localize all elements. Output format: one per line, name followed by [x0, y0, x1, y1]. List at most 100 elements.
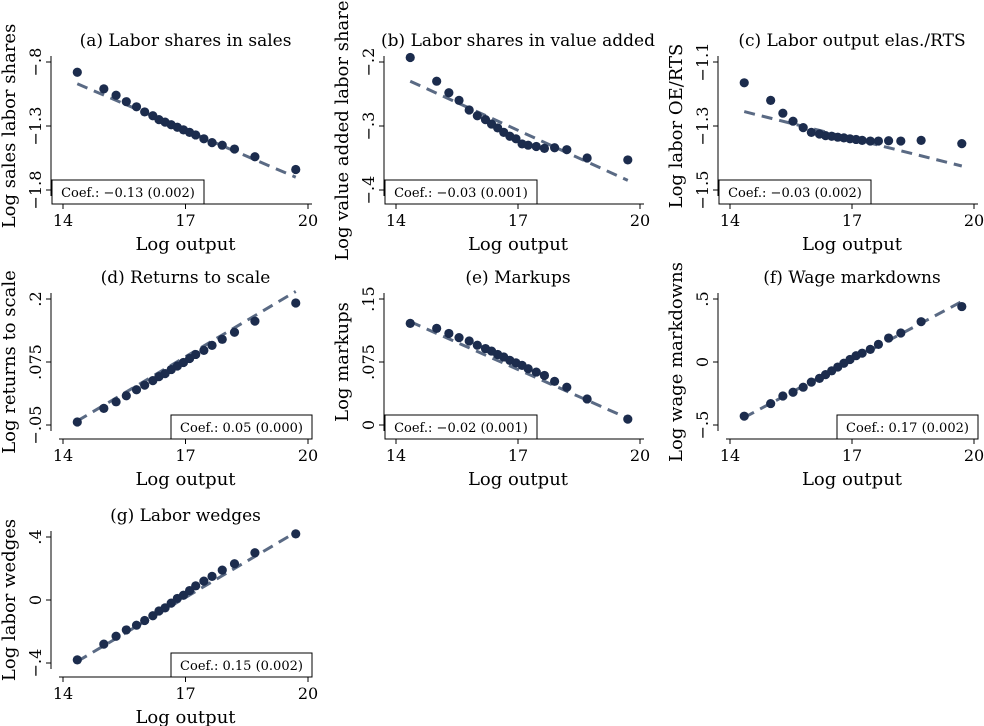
- coef-box: [718, 179, 872, 205]
- coef-label: Coef.: 0.17 (0.002): [846, 421, 969, 436]
- data-point: [229, 327, 240, 337]
- panel-f: (f) Wage markdowns −.5 0 .5 14 17 20 Log output…: [666, 262, 984, 490]
- data-point: [562, 145, 572, 155]
- y-axis-title: Log sales labor shares: [0, 24, 20, 229]
- x-axis-title: Log output: [802, 469, 903, 490]
- coef-label: Coef.: −0.13 (0.002): [61, 186, 195, 201]
- y-tick-label: 0: [26, 595, 45, 605]
- coef-box: [384, 179, 538, 205]
- data-point: [531, 367, 541, 377]
- data-point: [140, 615, 150, 626]
- y-axis-title: Log value added labor shares: [332, 0, 353, 261]
- data-point: [131, 385, 142, 395]
- y-tick-label: −.2: [359, 48, 378, 77]
- x-axis-title: Log output: [802, 234, 903, 255]
- data-point: [472, 111, 482, 121]
- x-axis-title: Log output: [468, 469, 569, 490]
- coef-box: [170, 652, 313, 678]
- y-tick-label: −.3: [359, 112, 378, 141]
- y-axis-title: Log labor OE/RTS: [666, 44, 687, 209]
- data-point: [217, 140, 227, 150]
- data-point: [798, 123, 808, 133]
- data-point: [72, 417, 82, 427]
- y-tick-label: .075: [26, 344, 45, 380]
- x-tick-label: 20: [630, 446, 650, 465]
- x-tick-label: 17: [175, 684, 195, 703]
- data-point: [957, 139, 967, 149]
- data-point: [250, 316, 260, 326]
- data-point: [582, 153, 592, 163]
- data-point: [857, 348, 867, 358]
- panel-title: (c) Labor output elas./RTS: [738, 31, 965, 51]
- data-point: [207, 571, 217, 581]
- data-point: [788, 387, 798, 397]
- y-tick-label: .2: [26, 291, 45, 306]
- data-point: [140, 380, 150, 390]
- data-point: [464, 336, 474, 346]
- data-point: [788, 116, 798, 126]
- x-axis-title: Log output: [135, 234, 236, 255]
- panel-title: (d) Returns to scale: [101, 268, 271, 288]
- x-tick-label: 20: [964, 211, 984, 230]
- data-point: [798, 382, 808, 392]
- x-tick-label: 20: [298, 684, 318, 703]
- y-tick-label: .15: [359, 286, 378, 311]
- coef-label: Coef.: −0.03 (0.002): [728, 186, 862, 201]
- x-axis-title: Log output: [135, 469, 236, 490]
- data-point: [916, 317, 926, 327]
- data-point: [405, 318, 415, 328]
- data-point: [444, 328, 454, 339]
- x-axis-title: Log output: [135, 707, 236, 726]
- data-point: [896, 136, 906, 146]
- data-point: [884, 333, 894, 343]
- y-tick-label: −1.8: [26, 171, 45, 210]
- data-point: [806, 127, 816, 137]
- panel-b: (b) Labor shares in value added−.2 −.3 −.4…: [332, 0, 655, 261]
- x-axis-title: Log output: [468, 234, 569, 255]
- data-point: [454, 95, 464, 105]
- coef-box: [170, 414, 313, 440]
- x-tick-label: 20: [630, 211, 650, 230]
- x-tick-label: 14: [53, 684, 73, 703]
- data-point: [405, 52, 415, 63]
- x-tick-label: 17: [508, 211, 528, 230]
- y-axis-title: Log markups: [332, 302, 353, 422]
- panel-title: (g) Labor wedges: [110, 506, 261, 526]
- coef-box: [384, 414, 538, 440]
- data-point: [291, 164, 301, 175]
- y-tick-label: −1.3: [693, 107, 712, 146]
- data-point: [454, 333, 464, 343]
- data-point: [207, 340, 217, 350]
- data-point: [99, 639, 109, 649]
- data-point: [739, 411, 749, 421]
- data-point: [916, 135, 926, 145]
- data-point: [291, 298, 301, 308]
- panel-title: (a) Labor shares in sales: [80, 31, 292, 51]
- y-tick-label: −1.1: [693, 43, 712, 82]
- panel-a: (a) Labor shares in sales −.8 −1.3 −1.8 14 17…: [0, 24, 318, 255]
- data-point: [550, 376, 560, 386]
- y-tick-label: −.8: [26, 48, 45, 77]
- data-point: [72, 655, 82, 665]
- y-tick-label: −.4: [26, 649, 45, 678]
- data-point: [523, 140, 533, 150]
- y-tick-label: −.05: [26, 406, 45, 445]
- data-point: [191, 130, 201, 140]
- data-point: [250, 152, 260, 162]
- data-point: [464, 105, 474, 115]
- data-point: [806, 377, 816, 387]
- panel-g: (g) Labor wedges −.4 0 .4 14 17 20 Log output Lo…: [0, 506, 318, 726]
- y-tick-label: .075: [359, 344, 378, 380]
- data-point: [623, 414, 633, 424]
- data-point: [111, 90, 121, 100]
- data-point: [191, 349, 201, 360]
- y-tick-label: −1.3: [26, 107, 45, 146]
- panel-title: (e) Markups: [465, 268, 570, 288]
- x-tick-label: 14: [720, 211, 740, 230]
- data-point: [562, 382, 572, 392]
- data-point: [229, 144, 240, 154]
- data-point: [121, 391, 131, 401]
- x-tick-label: 14: [386, 211, 406, 230]
